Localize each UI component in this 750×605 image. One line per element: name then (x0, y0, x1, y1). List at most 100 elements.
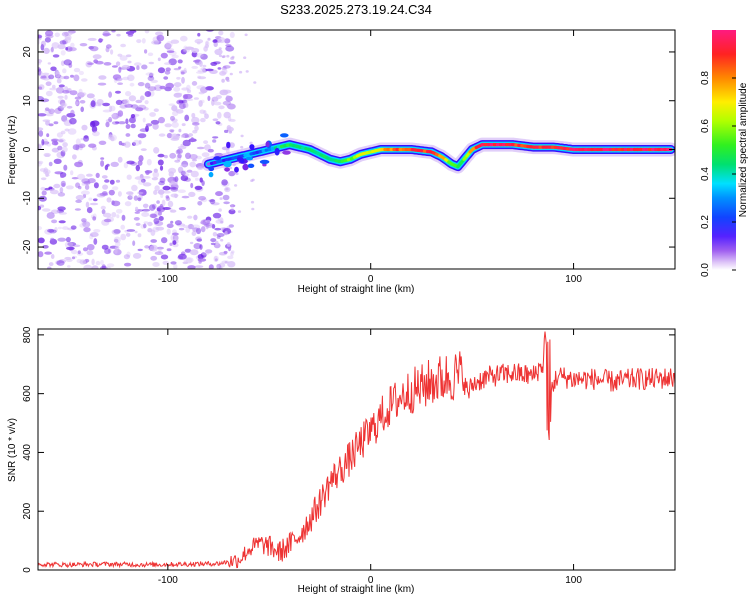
spectrogram-noise-blob (152, 123, 158, 130)
spectrogram-noise-blob (251, 201, 254, 204)
spectrogram-noise-blob (161, 237, 167, 243)
spectrogram-noise-blob (229, 131, 232, 134)
spectrogram-noise-blob (213, 102, 221, 106)
spectrogram-noise-blob (60, 174, 64, 178)
spectrogram-noise-blob (139, 140, 142, 144)
spectrogram-noise-blob (104, 219, 111, 223)
spectrogram-noise-blob (73, 245, 81, 248)
spectrogram-noise-blob (218, 67, 222, 70)
spectrogram-noise-blob (168, 201, 173, 208)
spectrogram-noise-blob (187, 89, 191, 93)
spectrogram-noise-blob (57, 44, 65, 49)
spectrogram-noise-blob (45, 154, 50, 157)
spectrogram-noise-blob (51, 254, 55, 259)
spectrogram-noise-blob (160, 166, 163, 171)
spectrogram-noise-blob (125, 201, 132, 206)
spectrogram-noise-blob (149, 112, 156, 117)
spectrogram-noise-blob (109, 190, 115, 196)
spectrogram-noise-blob (46, 91, 53, 97)
spectrogram-noise-blob (131, 114, 135, 118)
spectrogram-noise-blob (118, 191, 122, 197)
spectrogram-noise-blob (91, 259, 94, 266)
spectrogram-noise-blob (216, 95, 222, 99)
spectrogram-noise-blob (145, 91, 152, 97)
spectrogram-noise-blob (234, 184, 237, 187)
ridge-patch (237, 157, 244, 161)
spectrogram-noise-blob (216, 121, 221, 124)
ridge-patch (280, 133, 289, 137)
spectrogram-noise-blob (55, 33, 60, 38)
spectrogram-noise-blob (46, 133, 49, 137)
spectrogram-noise-blob (111, 114, 117, 117)
spectrogram-noise-blob (129, 192, 134, 199)
spectrogram-noise-blob (151, 40, 159, 44)
spectrogram-noise-blob (197, 69, 206, 72)
spectrogram-noise-blob (102, 175, 108, 179)
spectrogram-noise-blob (167, 248, 172, 251)
spectrogram-noise-blob (58, 227, 62, 229)
spectrogram-noise-blob (64, 59, 72, 65)
spectrogram-noise-blob (110, 49, 113, 54)
spectrogram-noise-blob (251, 208, 254, 211)
spectrogram-noise-blob (120, 225, 125, 230)
spectrogram-noise-blob (127, 229, 136, 232)
spectrogram-noise-blob (117, 78, 122, 82)
spectrogram-noise-blob (158, 160, 164, 166)
spectrogram-noise-blob (231, 208, 234, 211)
spectrogram-noise-blob (54, 159, 62, 164)
spectrogram-noise-blob (170, 116, 175, 121)
spectrogram-noise-blob (228, 116, 231, 122)
spectrogram-noise-blob (214, 49, 222, 55)
spectrogram-noise-blob (158, 154, 165, 158)
spectrogram-noise-blob (202, 65, 206, 68)
spectrogram-noise-blob (169, 129, 174, 132)
spectrogram-noise-blob (100, 157, 104, 160)
spectrogram-noise-blob (223, 65, 231, 69)
spectrogram-noise-blob (192, 122, 200, 126)
spectrogram-noise-blob (185, 153, 191, 159)
colorbar: 0.00.20.40.60.8 Normalized spectral ampl… (700, 30, 749, 277)
spectrogram-noise-blob (159, 216, 164, 221)
spectrogram-noise-blob (115, 246, 120, 250)
spectrogram-noise-blob (104, 62, 112, 66)
spectrogram-noise-blob (61, 181, 66, 187)
spectrogram-noise-blob (47, 143, 52, 147)
spectrogram-noise-blob (38, 87, 42, 90)
spectrogram-noise-blob (108, 91, 112, 97)
spectrogram-noise-blob (88, 38, 97, 41)
spectrogram-noise-blob (225, 46, 234, 52)
spectrogram-noise-blob (62, 142, 68, 147)
spectrogram-noise-blob (51, 220, 57, 224)
spectrogram-noise-blob (58, 96, 64, 99)
spectrogram-noise-blob (143, 204, 149, 208)
spectrogram-noise-blob (217, 112, 222, 119)
spectrogram-noise-blob (62, 226, 69, 230)
spectrogram-noise (35, 29, 257, 272)
spectrogram-noise-blob (158, 58, 161, 62)
spectrogram-noise-blob (196, 85, 205, 89)
spectrogram-noise-blob (144, 221, 149, 224)
spectrogram-noise-blob (164, 62, 171, 65)
spectrogram-noise-blob (217, 264, 220, 267)
spectrogram-noise-blob (223, 195, 230, 201)
spectrogram-noise-blob (205, 40, 209, 46)
spectrogram-noise-blob (167, 50, 175, 53)
spectrogram-noise-blob (152, 227, 159, 233)
spectrogram-noise-blob (203, 140, 208, 144)
spectrogram-noise-blob (109, 106, 112, 112)
spectrogram-noise-blob (213, 118, 219, 121)
spectrogram-noise-blob (183, 173, 189, 176)
spectrogram-noise-blob (73, 75, 79, 82)
spectrogram-noise-blob (130, 83, 135, 87)
spectrogram-noise-blob (138, 82, 145, 86)
spectrogram-noise-blob (192, 227, 199, 231)
spectrogram-noise-blob (87, 93, 95, 98)
spectrogram-noise-blob (136, 223, 141, 226)
ridge-patch (226, 142, 230, 149)
spectrogram-noise-blob (229, 61, 236, 64)
spectrogram-noise-blob (218, 208, 222, 211)
spectrogram-noise-blob (201, 226, 206, 232)
spectrogram-noise-blob (48, 75, 54, 80)
